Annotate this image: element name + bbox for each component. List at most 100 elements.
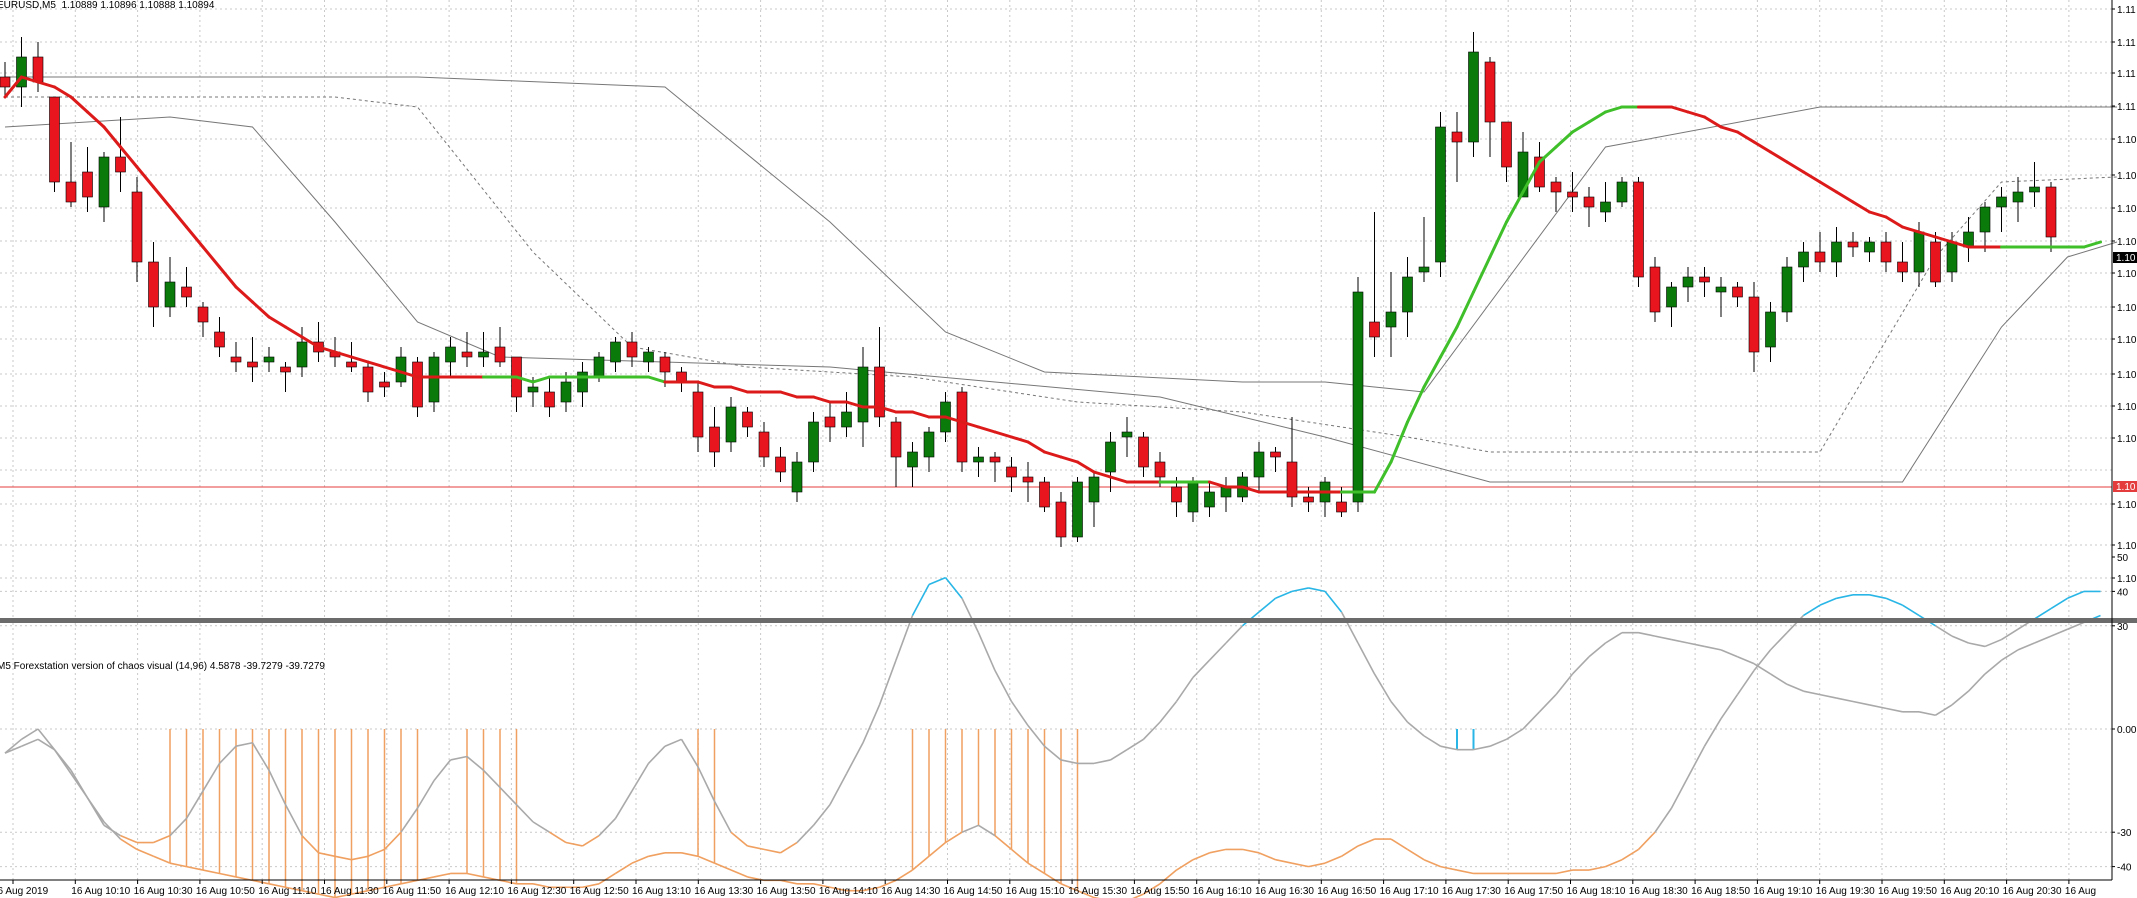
candle xyxy=(1352,277,1364,512)
moving-average xyxy=(3,75,2102,494)
candle xyxy=(544,377,555,417)
osc-line-fast xyxy=(334,855,352,861)
osc-line-fast xyxy=(1753,662,1771,675)
osc-line-fast xyxy=(796,824,815,844)
candle-body xyxy=(527,386,539,393)
candle xyxy=(1682,267,1694,302)
osc-line-fast xyxy=(1357,642,1376,675)
osc-line-fast xyxy=(1473,745,1491,751)
ma-segment xyxy=(168,205,188,229)
time-tick-label: 16 Aug 17:30 xyxy=(1442,886,1501,897)
candle-body xyxy=(1550,181,1562,193)
price-tick-label: 1.10 xyxy=(2117,500,2137,511)
candle xyxy=(1204,482,1215,517)
candle-body xyxy=(1253,451,1265,478)
time-tick-label: 16 Aug 16:50 xyxy=(1317,886,1376,897)
osc-line-slow xyxy=(37,738,55,751)
candle xyxy=(280,362,291,392)
candle-body xyxy=(247,361,258,368)
time-tick-label: 16 Aug 18:10 xyxy=(1567,886,1626,897)
candle-body xyxy=(1864,241,1875,253)
osc-line-slow xyxy=(1390,838,1408,851)
osc-line-fast xyxy=(1175,676,1194,702)
candle-body xyxy=(1039,481,1050,508)
ma-segment xyxy=(1868,210,1888,219)
candle xyxy=(956,387,968,472)
time-tick-label: 16 Aug 17:10 xyxy=(1380,886,1439,897)
osc-line-fast xyxy=(812,804,831,826)
osc-line-slow xyxy=(285,886,303,892)
candle-body xyxy=(824,416,836,428)
osc-line-fast xyxy=(647,745,666,764)
candle-body xyxy=(478,351,489,358)
candle xyxy=(379,372,390,397)
candle-body xyxy=(1666,286,1677,308)
ma-segment xyxy=(1505,190,1525,224)
osc-line-slow xyxy=(301,889,319,895)
candle xyxy=(461,332,473,367)
ma-segment xyxy=(1851,200,1871,214)
candle-body xyxy=(1171,486,1182,503)
level-price-marker-label: 1.10 xyxy=(2116,482,2136,493)
candle-body xyxy=(1336,501,1347,513)
time-tick-label: 16 Aug 17:50 xyxy=(1504,886,1563,897)
osc-line-slow xyxy=(1407,848,1425,861)
candle-body xyxy=(560,381,572,403)
candle xyxy=(1930,232,1941,287)
osc-line-fast xyxy=(1027,725,1046,747)
candle xyxy=(362,362,374,402)
osc-line-fast xyxy=(1406,721,1425,737)
ma-segment xyxy=(1109,475,1129,484)
candle xyxy=(874,327,885,427)
osc-line-fast xyxy=(1935,704,1953,716)
time-tick-label: 16 Aug 15:50 xyxy=(1130,886,1189,897)
ma-segment xyxy=(1802,170,1822,184)
candle-body xyxy=(115,156,126,173)
candle-body xyxy=(923,431,935,458)
price-scale[interactable]: 1.11 1.11 1.11 1.11 1.10 1.10 1.10 1.10 1.10 1.10… xyxy=(2112,5,2137,585)
osc-line-slow xyxy=(21,738,39,747)
osc-line-slow xyxy=(895,869,913,882)
osc-line-slow xyxy=(1588,865,1606,871)
osc-line-slow xyxy=(153,855,171,864)
ma-segment xyxy=(531,375,551,384)
candle-body xyxy=(1765,311,1776,348)
osc-line-slow xyxy=(582,883,600,889)
osc-line-slow xyxy=(136,848,154,858)
candle xyxy=(1814,232,1826,272)
candle xyxy=(1088,472,1100,527)
osc-line-fast xyxy=(499,786,518,806)
price-tick-label: 1.10 xyxy=(2117,402,2137,413)
osc-line-slow xyxy=(202,869,220,875)
osc-line-slow xyxy=(697,855,715,864)
price-tick-label: 1.10 xyxy=(2117,335,2137,346)
candle-body xyxy=(973,456,984,463)
candle-body xyxy=(65,181,77,203)
candle-body xyxy=(214,331,225,348)
candle xyxy=(1171,477,1182,517)
osc-line-slow xyxy=(1209,848,1227,854)
candle xyxy=(164,257,176,317)
candle-body xyxy=(610,341,621,363)
candle-body xyxy=(2029,186,2040,193)
candle-body xyxy=(544,391,555,408)
ma-segment xyxy=(1587,110,1607,124)
osc-line-fast xyxy=(1571,656,1590,675)
osc-line-slow xyxy=(681,852,699,858)
price-tick-label: 1.10 xyxy=(2117,303,2137,314)
osc-line-fast xyxy=(1126,738,1144,751)
candle-body xyxy=(32,56,44,83)
candle-body xyxy=(379,381,390,388)
time-tick-label: 16 Aug 14:30 xyxy=(881,886,940,897)
candle xyxy=(626,332,638,367)
candle xyxy=(1418,217,1430,282)
osc-line-fast xyxy=(1786,683,1804,692)
candle-body xyxy=(16,56,27,88)
candle xyxy=(1781,257,1793,322)
candle xyxy=(1880,232,1892,272)
candle-body xyxy=(0,76,11,88)
osc-line-slow xyxy=(1935,625,1953,637)
time-tick-label: 16 Aug 12:30 xyxy=(507,886,566,897)
